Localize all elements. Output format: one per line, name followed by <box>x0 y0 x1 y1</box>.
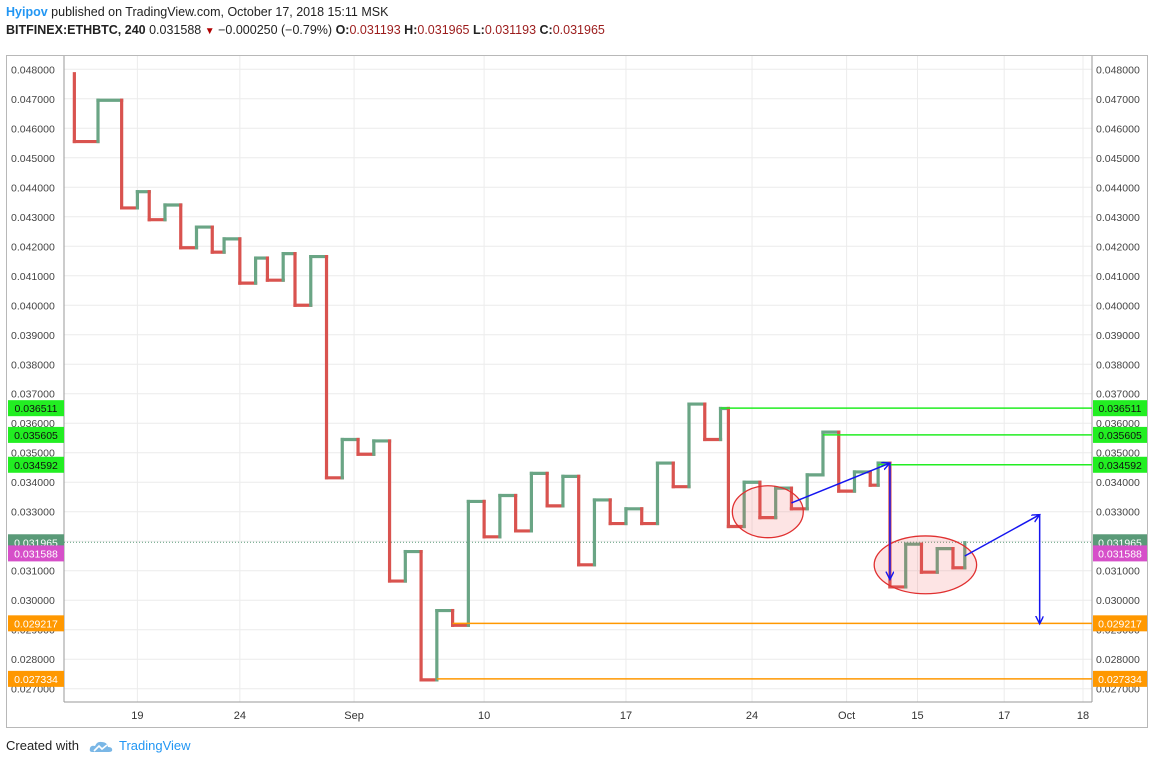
y-tick-label-left: 0.048000 <box>11 64 55 76</box>
y-tick-label-right: 0.042000 <box>1096 241 1140 253</box>
y-tick-label-left: 0.039000 <box>11 330 55 342</box>
last-price-badge-right-bg <box>1093 545 1147 562</box>
level-badge-orange-right-label: 0.027334 <box>1098 674 1142 686</box>
level-badge-green-right-label: 0.034592 <box>1098 460 1142 472</box>
level-badge-orange-left-label: 0.029217 <box>14 618 58 630</box>
y-tick-label-right: 0.028000 <box>1096 654 1140 666</box>
level-badge-green-left-bg <box>8 426 64 443</box>
y-tick-label-right: 0.039000 <box>1096 330 1140 342</box>
tradingview-cloud-icon <box>89 741 113 752</box>
level-badge-green-left-label: 0.035605 <box>14 430 58 442</box>
x-tick-label: 17 <box>620 710 632 722</box>
change-value: −0.000250 (−0.79%) <box>218 23 333 37</box>
open-value: 0.031193 <box>349 23 401 37</box>
chart-frame[interactable]: 0.0270000.0270000.0280000.0280000.029000… <box>6 55 1148 728</box>
price-chart[interactable]: 0.0270000.0270000.0280000.0280000.029000… <box>7 56 1147 727</box>
y-tick-label-left: 0.030000 <box>11 595 55 607</box>
level-badge-orange-left-label: 0.027334 <box>14 674 58 686</box>
highlight-ellipse <box>873 535 978 595</box>
level-badge-green-left-label: 0.036511 <box>14 403 57 415</box>
y-tick-label-left: 0.042000 <box>11 241 55 253</box>
last-price-badge-left-label: 0.031588 <box>14 548 58 560</box>
tradingview-brand-link[interactable]: TradingView <box>118 738 191 753</box>
chart-header: Hyipov published on TradingView.com, Oct… <box>6 3 1146 41</box>
y-tick-label-right: 0.048000 <box>1096 64 1140 76</box>
symbol-line: BITFINEX:ETHBTC, 240 0.031588 ▼ −0.00025… <box>6 21 1146 41</box>
x-tick-label: 18 <box>1077 710 1089 722</box>
level-badge-green-right-label: 0.036511 <box>1098 403 1141 415</box>
y-tick-label-right: 0.041000 <box>1096 271 1140 283</box>
close-label: C: <box>539 23 553 37</box>
high-value: 0.031965 <box>417 23 470 37</box>
down-triangle-icon: ▼ <box>204 26 215 37</box>
level-badge-green-right-label: 0.035605 <box>1098 430 1142 442</box>
projection-arrow <box>964 515 1040 557</box>
y-tick-label-right: 0.034000 <box>1096 477 1140 489</box>
level-badge-orange-right-bg <box>1093 670 1147 687</box>
symbol-label: BITFINEX:ETHBTC, 240 <box>6 23 146 37</box>
y-tick-label-left: 0.037000 <box>11 389 55 401</box>
y-tick-label-right: 0.044000 <box>1096 182 1140 194</box>
level-badge-green-right-bg <box>1093 456 1147 473</box>
high-label: H: <box>404 23 418 37</box>
y-tick-label-right: 0.033000 <box>1096 507 1140 519</box>
y-tick-label-left: 0.046000 <box>11 123 55 135</box>
last-price-badge-right-label: 0.031588 <box>1098 548 1142 560</box>
footer: Created with TradingView <box>6 738 191 753</box>
y-tick-label-left: 0.034000 <box>11 477 55 489</box>
y-tick-label-right: 0.038000 <box>1096 359 1140 371</box>
y-tick-label-right: 0.047000 <box>1096 94 1140 106</box>
close-value: 0.031965 <box>552 23 605 37</box>
low-value: 0.031193 <box>484 23 537 37</box>
y-tick-label-right: 0.046000 <box>1096 123 1140 135</box>
y-tick-label-right: 0.040000 <box>1096 300 1140 312</box>
x-tick-label: 24 <box>234 710 246 722</box>
x-tick-label: 19 <box>131 710 143 722</box>
y-tick-label-left: 0.031000 <box>11 566 55 578</box>
y-tick-label-right: 0.037000 <box>1096 389 1140 401</box>
last-value: 0.031588 <box>149 23 202 37</box>
x-tick-label: 17 <box>998 710 1010 722</box>
y-tick-label-left: 0.045000 <box>11 153 55 165</box>
y-tick-label-right: 0.035000 <box>1096 448 1140 460</box>
published-text: published on TradingView.com, October 17… <box>51 5 389 19</box>
created-with-text: Created with <box>6 738 79 753</box>
y-tick-label-left: 0.044000 <box>11 182 55 194</box>
level-badge-orange-left-bg <box>8 670 64 687</box>
level-badge-green-right-bg <box>1093 426 1147 443</box>
open-label: O: <box>335 23 350 37</box>
x-tick-label: 15 <box>911 710 923 722</box>
low-label: L: <box>473 23 485 37</box>
level-badge-green-left-bg <box>8 456 64 473</box>
y-tick-label-right: 0.030000 <box>1096 595 1140 607</box>
kagi-series <box>72 72 967 682</box>
level-badge-orange-left-bg <box>8 615 64 632</box>
publish-line: Hyipov published on TradingView.com, Oct… <box>6 3 1146 21</box>
level-badge-orange-right-bg <box>1093 615 1147 632</box>
y-tick-label-left: 0.028000 <box>11 654 55 666</box>
x-tick-label: Sep <box>344 710 364 722</box>
y-tick-label-left: 0.047000 <box>11 94 55 106</box>
y-tick-label-right: 0.031000 <box>1096 566 1140 578</box>
author-link[interactable]: Hyipov <box>6 5 48 19</box>
y-tick-label-left: 0.035000 <box>11 448 55 460</box>
x-tick-label: 10 <box>478 710 490 722</box>
y-tick-label-right: 0.045000 <box>1096 153 1140 165</box>
y-tick-label-right: 0.043000 <box>1096 212 1140 224</box>
x-tick-label: 24 <box>746 710 758 722</box>
level-badge-green-left-bg <box>8 400 64 417</box>
y-tick-label-left: 0.043000 <box>11 212 55 224</box>
level-badge-green-right-bg <box>1093 400 1147 417</box>
level-badge-orange-right-label: 0.029217 <box>1098 618 1142 630</box>
highlight-ellipse <box>731 485 804 539</box>
y-tick-label-left: 0.038000 <box>11 359 55 371</box>
y-tick-label-left: 0.041000 <box>11 271 55 283</box>
projection-arrow <box>791 463 890 504</box>
y-tick-label-left: 0.040000 <box>11 300 55 312</box>
x-tick-label: Oct <box>838 710 855 722</box>
last-price-badge-left-bg <box>8 545 64 562</box>
y-tick-label-left: 0.033000 <box>11 507 55 519</box>
level-badge-green-left-label: 0.034592 <box>14 460 58 472</box>
